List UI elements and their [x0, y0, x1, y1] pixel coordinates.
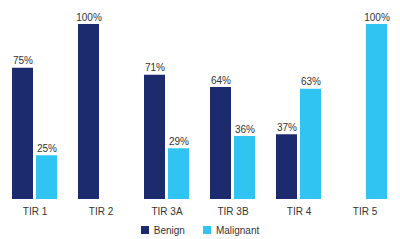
svg-text:36%: 36% [235, 124, 255, 135]
svg-text:63%: 63% [301, 76, 321, 87]
svg-text:100%: 100% [76, 12, 102, 23]
html-text:Benign: Benign [153, 224, 185, 236]
svg-text:TIR 3B: TIR 3B [217, 206, 248, 217]
svg-text:75%: 75% [13, 55, 33, 66]
svg-text:TIR 1: TIR 1 [23, 206, 48, 217]
svg-text:25%: 25% [37, 143, 57, 154]
svg-text:TIR 5: TIR 5 [353, 206, 378, 217]
svg-text:64%: 64% [211, 75, 231, 86]
svg-text:TIR 4: TIR 4 [287, 206, 312, 217]
svg-text:71%: 71% [145, 62, 165, 73]
svg-text:29%: 29% [169, 136, 189, 147]
svg-text:TIR 2: TIR 2 [89, 206, 114, 217]
svg-text:100%: 100% [364, 12, 390, 23]
html-text:Malignant: Malignant [215, 224, 260, 236]
svg-text:37%: 37% [277, 122, 297, 133]
svg-text:TIR 3A: TIR 3A [151, 206, 182, 217]
